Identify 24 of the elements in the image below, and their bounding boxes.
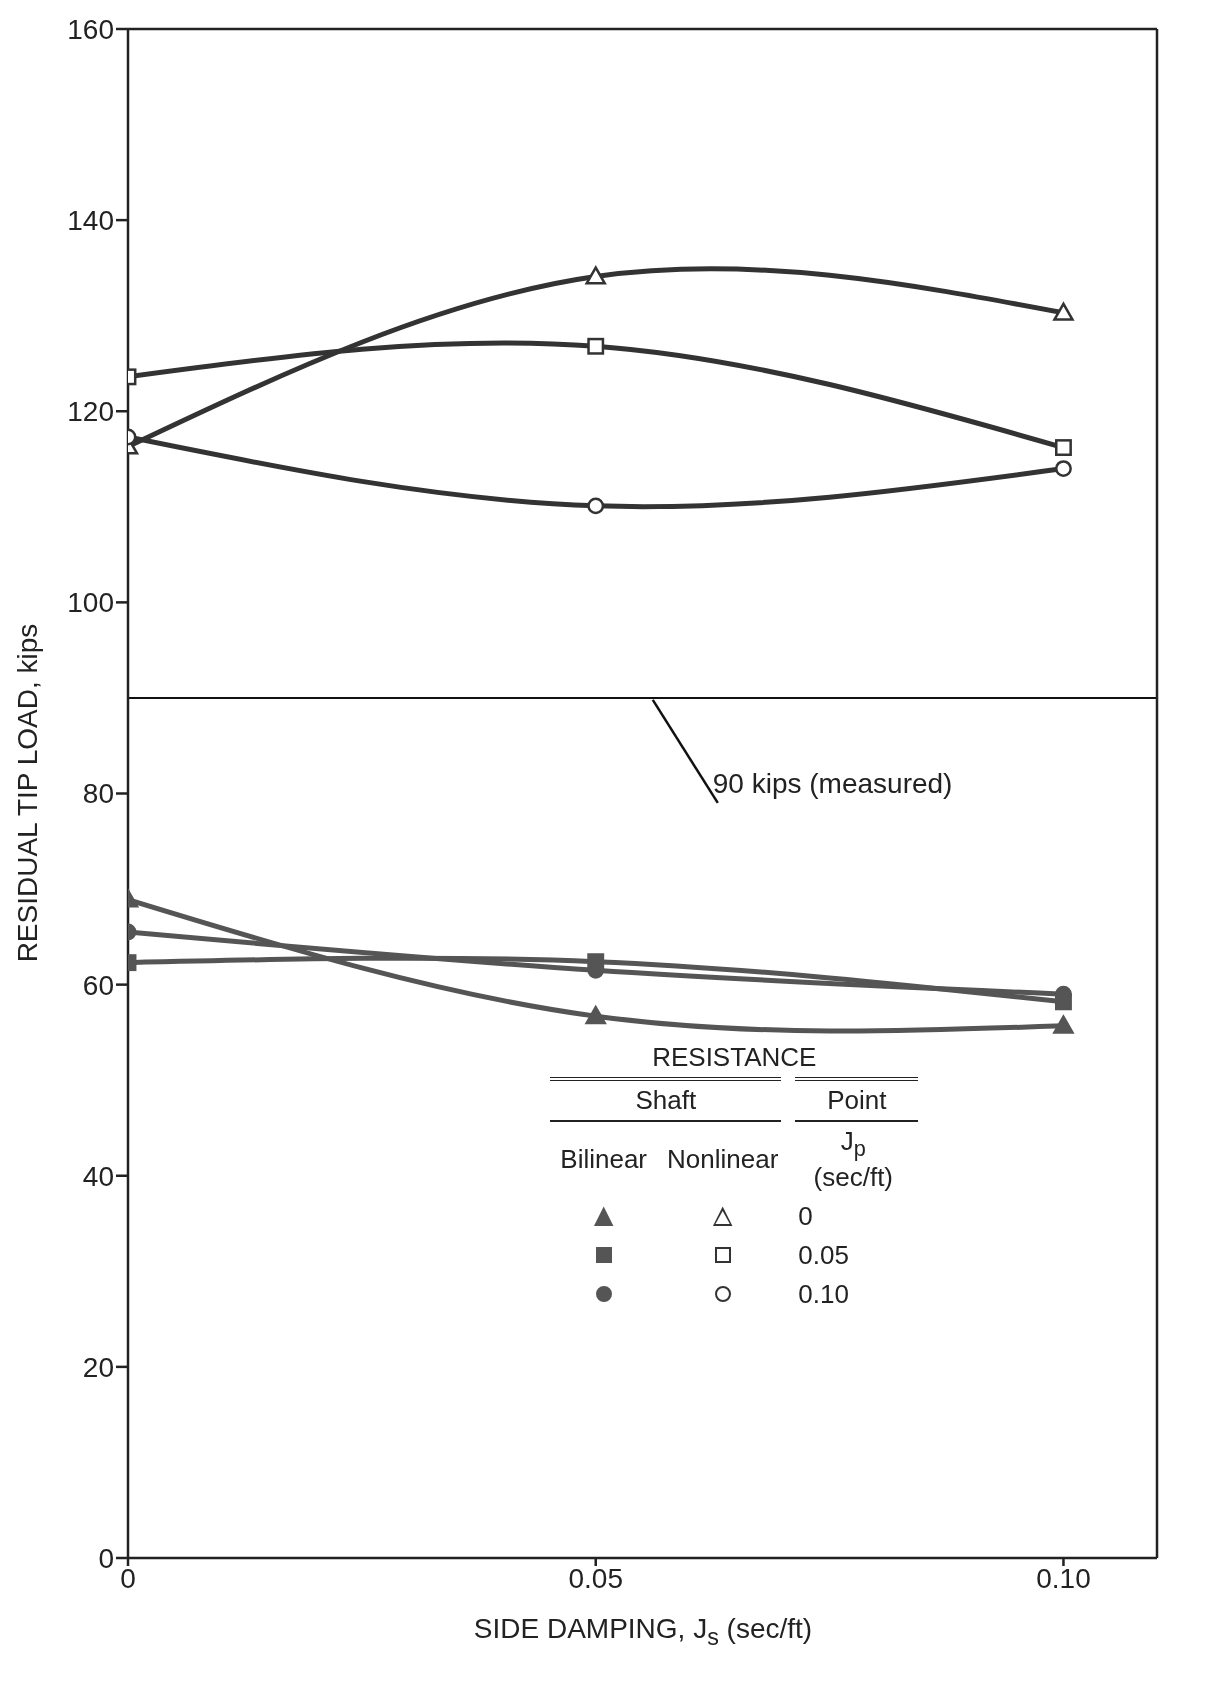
y-tick-label: 20 xyxy=(82,1351,114,1383)
annotation: Nonlinear xyxy=(667,1143,779,1174)
x-axis-title: SIDE DAMPING, J$_{s}$ (sec/ft) xyxy=(473,1613,813,1650)
annotation: 0.10 xyxy=(798,1278,849,1309)
annotation: Shaft xyxy=(635,1084,697,1115)
y-tick-label: 80 xyxy=(82,778,114,810)
y-tick-label: 160 xyxy=(67,13,114,45)
y-tick-label: 100 xyxy=(67,587,114,619)
x-tick-label: 0.10 xyxy=(1036,1562,1091,1594)
y-tick-label: 40 xyxy=(82,1160,114,1192)
annotation: 0 xyxy=(798,1200,813,1231)
legend-title: RESISTANCE xyxy=(550,1037,919,1079)
y-tick-label: 120 xyxy=(67,396,114,428)
y-tick-label: 60 xyxy=(82,969,114,1001)
x-tick-label: 0.05 xyxy=(568,1562,623,1594)
x-tick-label: 0 xyxy=(120,1562,136,1594)
y-tick-label: 0 xyxy=(98,1542,114,1574)
y-axis-title: RESIDUAL TIP LOAD, kips xyxy=(12,623,43,963)
y-tick-label: 140 xyxy=(67,205,114,237)
ref-line-label: 90 kips (measured) xyxy=(712,767,953,799)
annotation: Bilinear xyxy=(560,1143,648,1174)
annotation: Point xyxy=(827,1084,887,1115)
annotation: J$_{p}$ (sec/ft) xyxy=(813,1125,894,1192)
annotation: 0.05 xyxy=(798,1239,849,1270)
